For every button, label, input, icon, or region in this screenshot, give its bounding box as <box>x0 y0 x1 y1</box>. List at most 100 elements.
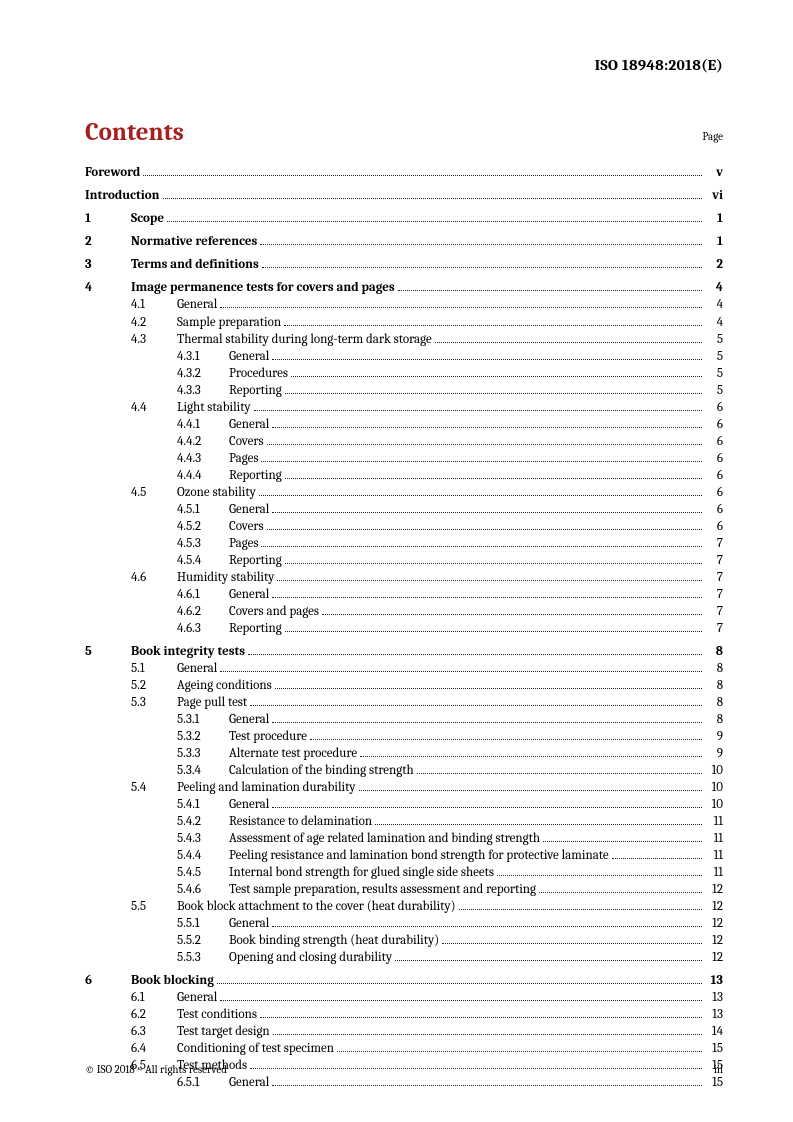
toc-entry-number: 6.1 <box>131 990 177 1007</box>
toc-leader <box>260 234 702 245</box>
toc-entry-title: Book block attachment to the cover (heat… <box>177 899 456 916</box>
toc-entry: 5.5.2Book binding strength (heat durabil… <box>85 933 723 950</box>
toc-entry: 4.4.4Reporting6 <box>85 467 723 484</box>
toc-entry: 4.6.2Covers and pages7 <box>85 603 723 620</box>
toc-entry-number: 5.4.3 <box>177 831 229 848</box>
toc-entry-title: Alternate test procedure <box>229 746 357 763</box>
toc-entry-title: Ageing conditions <box>177 678 272 695</box>
toc-entry-page: 15 <box>705 1075 723 1092</box>
toc-entry-page: 10 <box>705 797 723 814</box>
toc-entry-number: 4 <box>85 280 131 297</box>
toc-entry: 5.3.2Test procedure9 <box>85 728 723 745</box>
toc-leader <box>543 831 702 842</box>
toc-entry-title: Reporting <box>229 553 282 570</box>
toc-entry-title: Scope <box>131 211 164 228</box>
toc-entry-title: Terms and definitions <box>131 257 259 274</box>
toc-entry-number: 4.5 <box>131 485 177 502</box>
toc-leader <box>143 165 702 176</box>
toc-entry-title: Covers <box>229 434 264 451</box>
toc-entry-number: 4.4.4 <box>177 468 229 485</box>
toc-leader <box>442 933 702 944</box>
toc-entry-number: 5.4 <box>131 780 177 797</box>
toc-leader <box>285 620 702 631</box>
toc-entry-page: 4 <box>705 297 723 314</box>
toc-entry: 5.1General8 <box>85 660 723 677</box>
toc-entry-number: 1 <box>85 211 131 228</box>
toc-entry-number: 6.4 <box>131 1041 177 1058</box>
toc-entry: 6.1General13 <box>85 990 723 1007</box>
toc-entry-page: 5 <box>705 366 723 383</box>
toc-leader <box>277 569 702 580</box>
toc-entry-number: 4.5.4 <box>177 553 229 570</box>
toc-entry: 4.3.1General5 <box>85 348 723 365</box>
toc-leader <box>267 518 702 529</box>
toc-entry-number: 4.3.1 <box>177 349 229 366</box>
toc-entry-title: Calculation of the binding strength <box>229 763 414 780</box>
toc-entry-page: 4 <box>705 315 723 332</box>
toc-entry: 4.5.2Covers6 <box>85 518 723 535</box>
toc-entry-page: 11 <box>705 831 723 848</box>
toc-entry-number: 5.3.3 <box>177 746 229 763</box>
toc-entry-title: General <box>229 797 269 814</box>
toc-entry-title: Image permanence tests for covers and pa… <box>131 280 395 297</box>
toc-entry: 5.4.6Test sample preparation, results as… <box>85 882 723 899</box>
toc-leader <box>285 552 702 563</box>
toc-entry-page: 6 <box>705 434 723 451</box>
page-column-label: Page <box>702 130 723 143</box>
page-footer: © ISO 2018 – All rights reserved iii <box>85 1063 723 1076</box>
toc-entry-title: Peeling resistance and lamination bond s… <box>229 848 609 865</box>
toc-entry: 4.1General4 <box>85 297 723 314</box>
toc-entry: 5.2Ageing conditions8 <box>85 677 723 694</box>
toc-entry: 5.3Page pull test8 <box>85 694 723 711</box>
toc-entry-title: Book integrity tests <box>131 644 245 661</box>
toc-entry-page: 12 <box>705 882 723 899</box>
toc-leader <box>375 814 702 825</box>
toc-entry-number: 4.2 <box>131 315 177 332</box>
toc-entry-page: 9 <box>705 729 723 746</box>
toc-entry-number: 5.5.2 <box>177 933 229 950</box>
toc-entry-number: 5.2 <box>131 678 177 695</box>
toc-entry-number: 5.4.2 <box>177 814 229 831</box>
toc-entry: 5.3.3Alternate test procedure 9 <box>85 746 723 763</box>
toc-leader <box>272 586 702 597</box>
toc-entry-number: 5.4.4 <box>177 848 229 865</box>
toc-entry-page: 4 <box>705 280 723 297</box>
toc-entry-page: 6 <box>705 400 723 417</box>
toc-entry-title: General <box>229 916 269 933</box>
toc-entry-number: 4.3 <box>131 332 177 349</box>
toc-leader <box>259 484 702 495</box>
toc-entry-number: 5.3 <box>131 695 177 712</box>
toc-entry-title: General <box>177 990 217 1007</box>
toc-entry-page: 2 <box>705 257 723 274</box>
toc-entry-page: 9 <box>705 746 723 763</box>
toc-leader <box>250 694 702 705</box>
toc-entry-page: 8 <box>705 644 723 661</box>
toc-entry: 4.3Thermal stability during long-term da… <box>85 331 723 348</box>
toc-entry-page: 5 <box>705 332 723 349</box>
toc-entry-page: 7 <box>705 621 723 638</box>
toc-entry-page: 12 <box>705 899 723 916</box>
toc-entry-page: 10 <box>705 780 723 797</box>
toc-leader <box>497 865 702 876</box>
toc-entry: 4.6.1General7 <box>85 586 723 603</box>
toc-entry: 4.3.3Reporting5 <box>85 382 723 399</box>
toc-entry-number: 4.5.1 <box>177 502 229 519</box>
toc-entry-number: 4.3.3 <box>177 383 229 400</box>
toc-entry-page: 1 <box>705 234 723 251</box>
toc-entry: 4.4Light stability6 <box>85 399 723 416</box>
toc-entry-title: Test conditions <box>177 1007 257 1024</box>
toc-leader <box>167 211 702 222</box>
toc-entry: 4.5.4Reporting7 <box>85 552 723 569</box>
toc-entry-number: 4.3.2 <box>177 366 229 383</box>
toc-entry-page: 12 <box>705 950 723 967</box>
toc-entry: 6.3Test target design14 <box>85 1024 723 1041</box>
toc-entry-title: Pages <box>229 536 258 553</box>
toc-entry-page: 13 <box>705 973 723 990</box>
toc-entry-title: Internal bond strength for glued single … <box>229 865 494 882</box>
toc-entry-page: 5 <box>705 349 723 366</box>
title-row: Contents Page <box>85 118 723 147</box>
toc-entry: 4.5.3Pages7 <box>85 535 723 552</box>
toc-entry: Introductionvi <box>85 188 723 205</box>
toc-entry: 5.4Peeling and lamination durability10 <box>85 780 723 797</box>
toc-entry: 5.3.1General8 <box>85 711 723 728</box>
